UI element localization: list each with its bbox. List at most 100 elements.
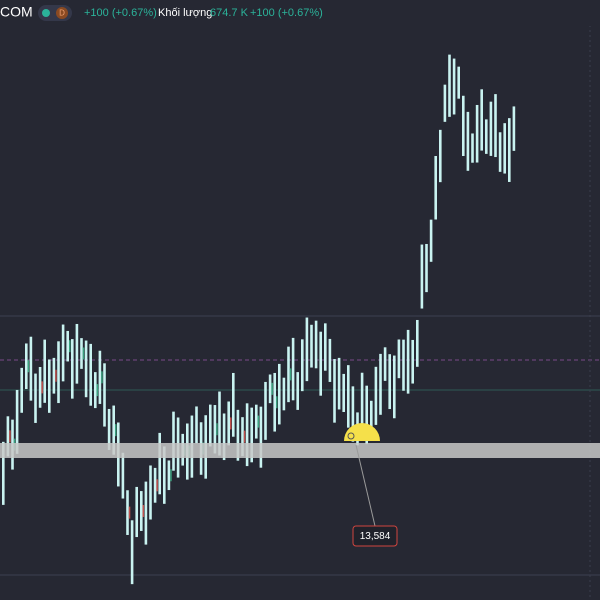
price-bar	[406, 329, 410, 394]
volume-label: Khối lượng	[158, 7, 212, 19]
interval-badge	[56, 7, 68, 19]
price-bar	[89, 343, 92, 406]
candle	[82, 347, 85, 360]
price-bar	[466, 111, 470, 171]
price-bar	[365, 385, 368, 445]
price-bar	[480, 89, 483, 151]
price-bar	[393, 355, 396, 419]
price-bar	[71, 339, 74, 399]
price-bar	[52, 357, 56, 394]
price-bar	[140, 491, 143, 531]
candle	[230, 417, 232, 430]
price-bar	[172, 411, 175, 471]
price-bar	[347, 365, 350, 428]
price-bar	[195, 406, 198, 444]
price-bar	[20, 367, 23, 413]
price-bar	[255, 404, 258, 439]
candle	[9, 430, 11, 443]
price-bar	[43, 339, 46, 403]
ticker: COM	[0, 4, 33, 20]
price-bar	[158, 432, 161, 495]
candle	[271, 382, 273, 395]
price-bar	[287, 346, 290, 403]
price-bar	[319, 331, 322, 396]
price-bar	[305, 317, 309, 382]
price-bar	[489, 101, 493, 156]
price-bar	[29, 336, 33, 401]
price-bar	[107, 408, 111, 450]
price-bar	[273, 372, 276, 432]
candle	[243, 430, 246, 443]
candle	[257, 415, 260, 428]
price-bar	[121, 452, 125, 499]
price-bar	[420, 244, 424, 309]
price-bar	[508, 118, 511, 182]
price-bar	[25, 343, 28, 390]
price-bar	[34, 373, 37, 423]
price-bar	[494, 94, 497, 158]
price-bar	[439, 129, 442, 183]
price-bar	[241, 417, 244, 457]
price-bar	[337, 357, 341, 410]
price-bar	[296, 372, 299, 410]
price-bar	[245, 403, 249, 467]
price-bar	[80, 338, 83, 369]
price-bar	[66, 330, 69, 362]
header-bg	[0, 0, 600, 26]
candle	[41, 381, 43, 394]
price-bar	[462, 95, 465, 157]
price-bar	[498, 132, 502, 172]
price-bar	[84, 340, 88, 398]
price-bar	[452, 58, 456, 115]
price-bar	[301, 339, 304, 392]
price-bar	[268, 374, 272, 404]
candle	[276, 396, 278, 409]
price-bar	[227, 401, 230, 446]
price-bar	[163, 446, 166, 504]
price-label-box	[352, 525, 398, 547]
candle	[55, 369, 57, 382]
marker-dot	[347, 432, 355, 440]
price-bar	[135, 486, 138, 538]
price-bar	[282, 377, 286, 411]
price-bar	[126, 490, 129, 535]
price-bar	[388, 354, 391, 410]
price-bar	[351, 386, 355, 442]
price-bar	[314, 320, 318, 369]
price-bar	[94, 372, 97, 409]
price-bar	[278, 363, 281, 425]
price-bar	[370, 400, 373, 430]
price-bar	[250, 407, 253, 463]
candle	[142, 505, 145, 518]
price-bar	[112, 405, 115, 455]
candle	[96, 384, 99, 397]
leader-line	[355, 444, 376, 527]
price-bar	[57, 341, 60, 404]
price-bar	[425, 243, 428, 293]
candle	[128, 506, 131, 519]
price-bar	[75, 323, 79, 384]
price-bar	[209, 404, 212, 447]
price-bar	[15, 389, 19, 454]
candle	[69, 340, 71, 353]
price-bar	[333, 359, 336, 423]
price-bar	[383, 347, 387, 381]
interval: D	[59, 9, 65, 18]
price-bar	[48, 359, 51, 413]
price-bar	[379, 353, 382, 415]
price-bar	[167, 460, 171, 491]
candle	[101, 371, 103, 384]
price-bar	[416, 319, 419, 367]
candle	[289, 368, 292, 381]
price-bar	[98, 350, 102, 404]
price-bar	[103, 363, 106, 427]
volume: 674.7 K	[210, 7, 249, 19]
price-bar	[61, 324, 65, 382]
support-band	[0, 443, 600, 458]
price-bar	[2, 441, 5, 505]
price-bar	[130, 520, 134, 585]
price-bar	[448, 54, 451, 117]
price-bar	[153, 467, 157, 503]
